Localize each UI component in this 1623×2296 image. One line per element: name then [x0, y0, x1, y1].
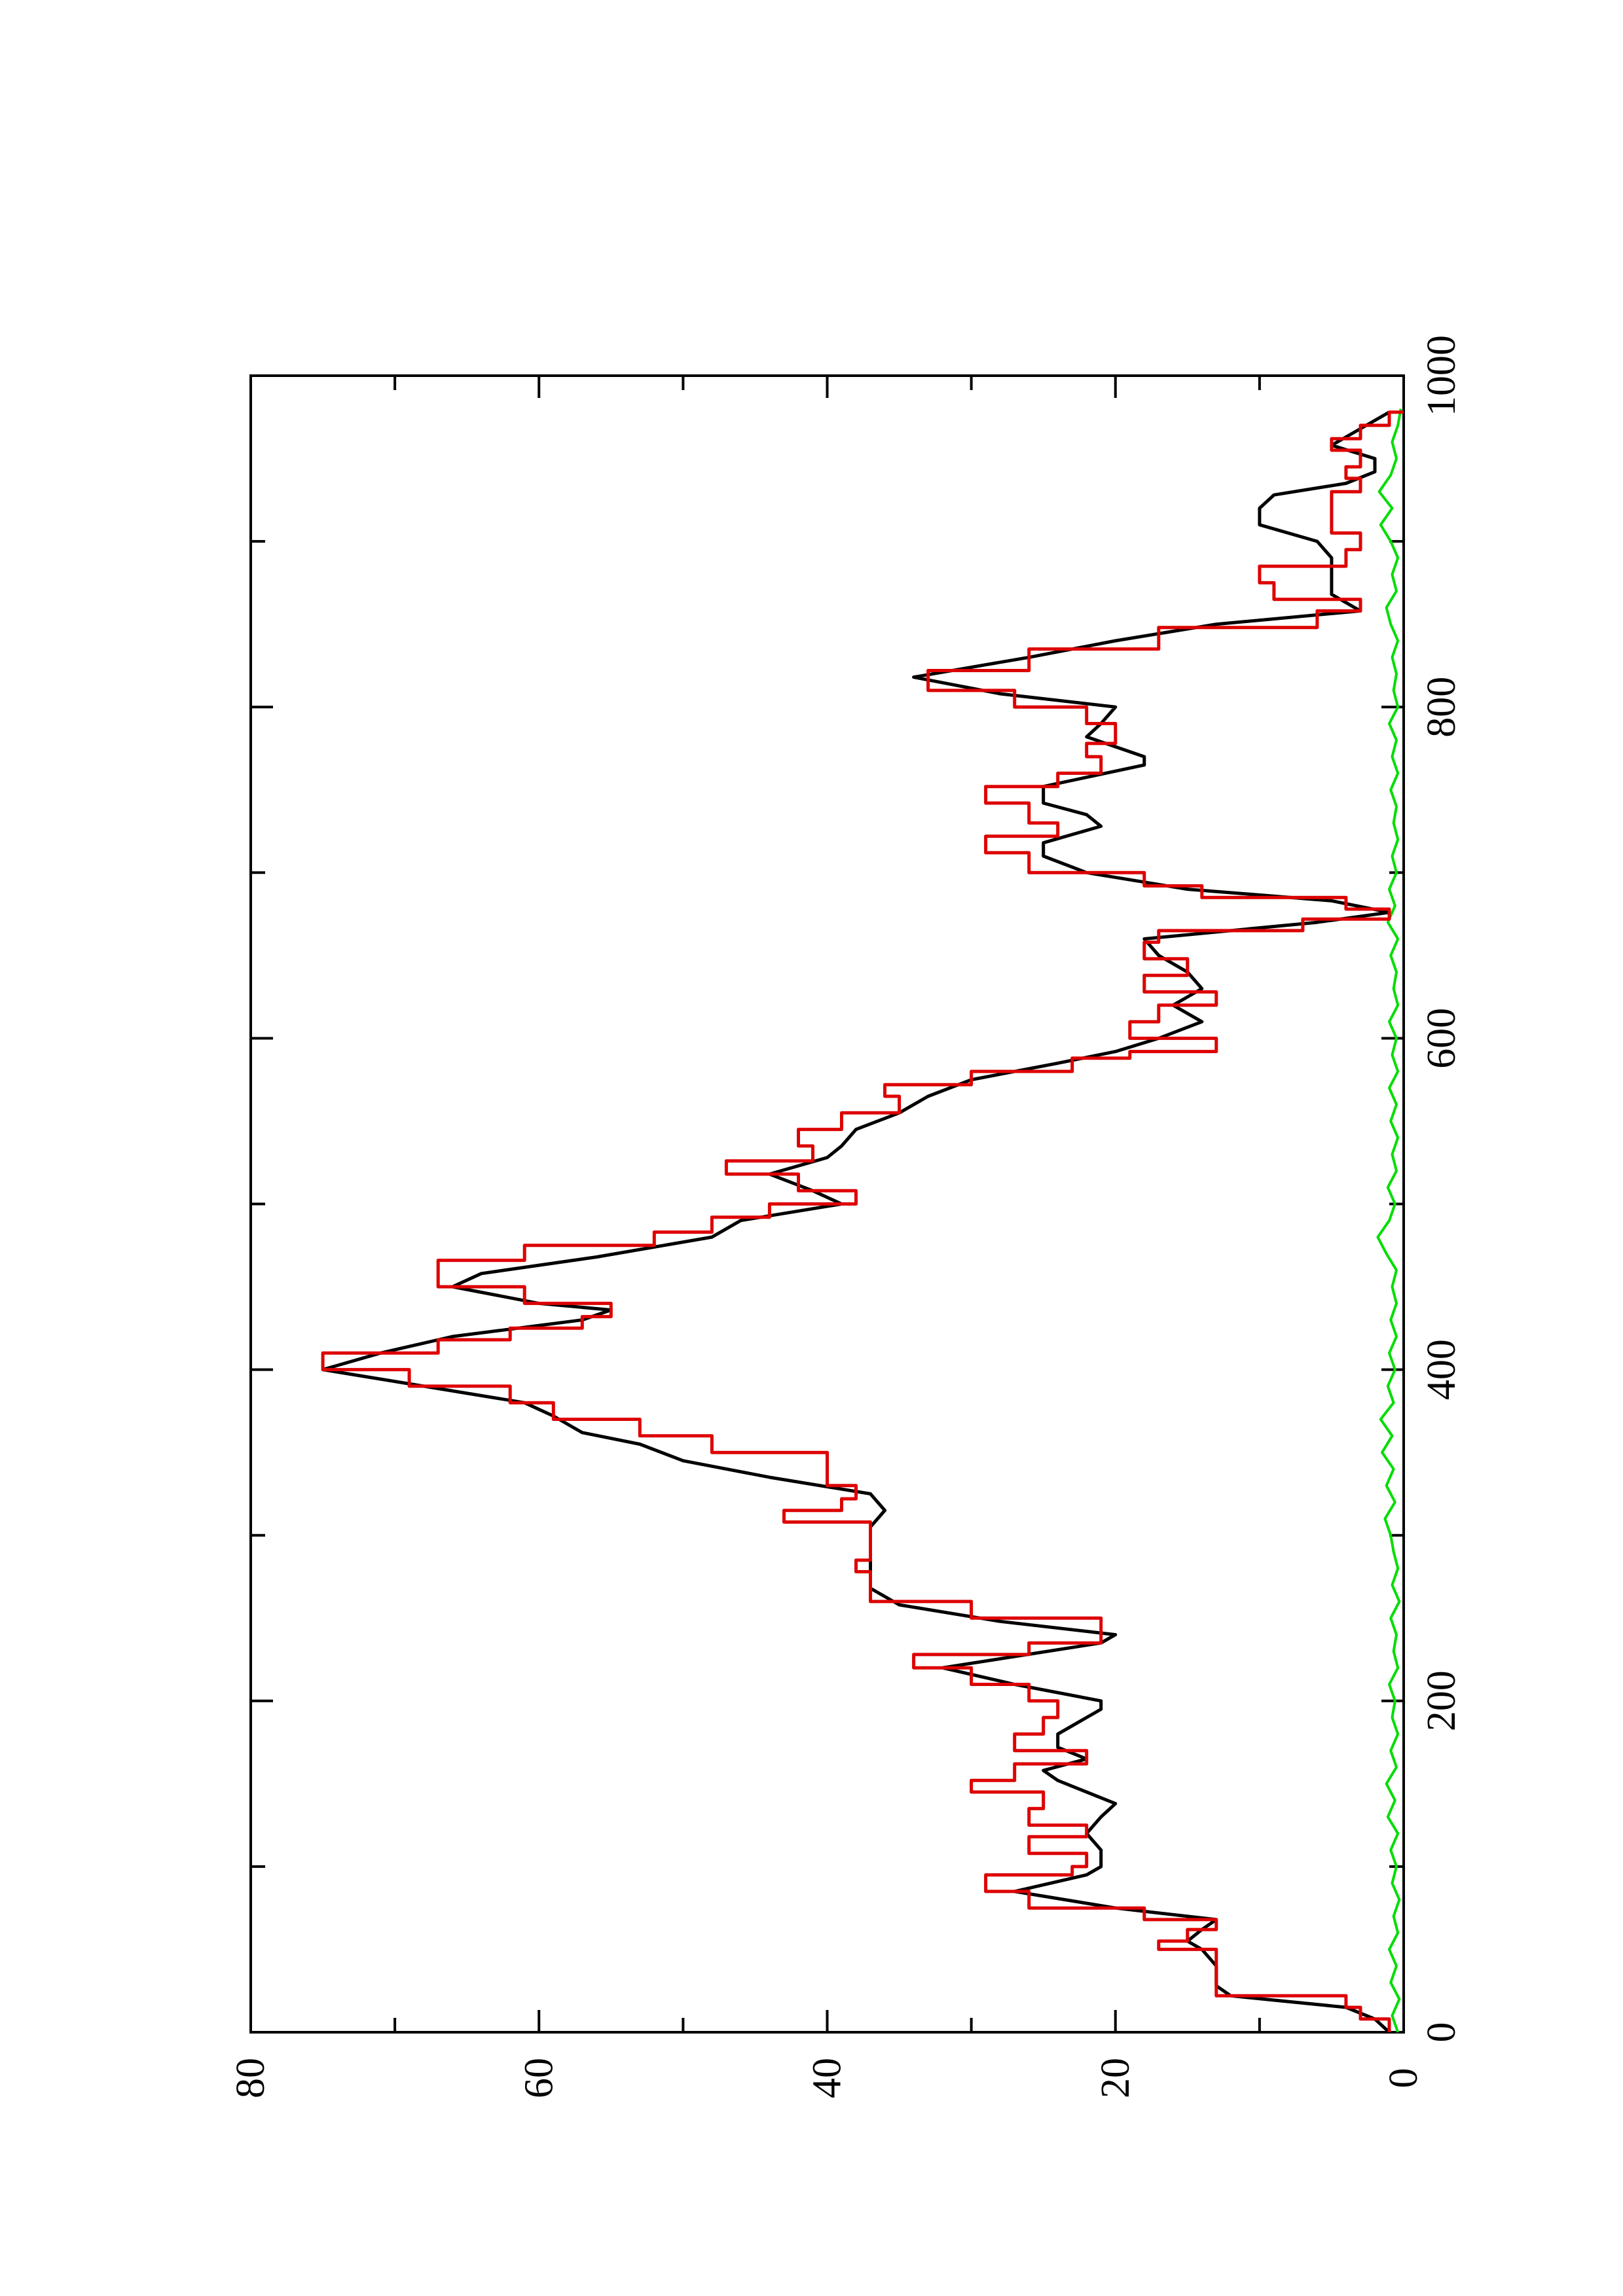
series-line-green	[1376, 408, 1402, 2033]
series-layer	[321, 408, 1404, 2034]
y-tick-label: 60	[517, 2058, 561, 2098]
y-tick-label: 80	[228, 2058, 273, 2098]
axis-tick-labels: 0 200 400 600 800 1000 0 20 40 60 80	[228, 335, 1464, 2098]
series-line-red	[321, 410, 1404, 2032]
y-tick-label: 40	[805, 2058, 850, 2098]
x-tick-label: 400	[1419, 1339, 1464, 1400]
x-tick-label: 0	[1419, 2022, 1464, 2043]
series-line-black	[321, 410, 1391, 2034]
x-tick-label: 1000	[1419, 335, 1464, 416]
x-tick-label: 200	[1419, 1670, 1464, 1731]
x-tick-label: 800	[1419, 677, 1464, 738]
y-tick-label: 20	[1093, 2058, 1138, 2098]
y-tick-label: 0	[1381, 2068, 1426, 2089]
x-tick-label: 600	[1419, 1008, 1464, 1069]
axis-ticks	[249, 374, 1405, 2034]
